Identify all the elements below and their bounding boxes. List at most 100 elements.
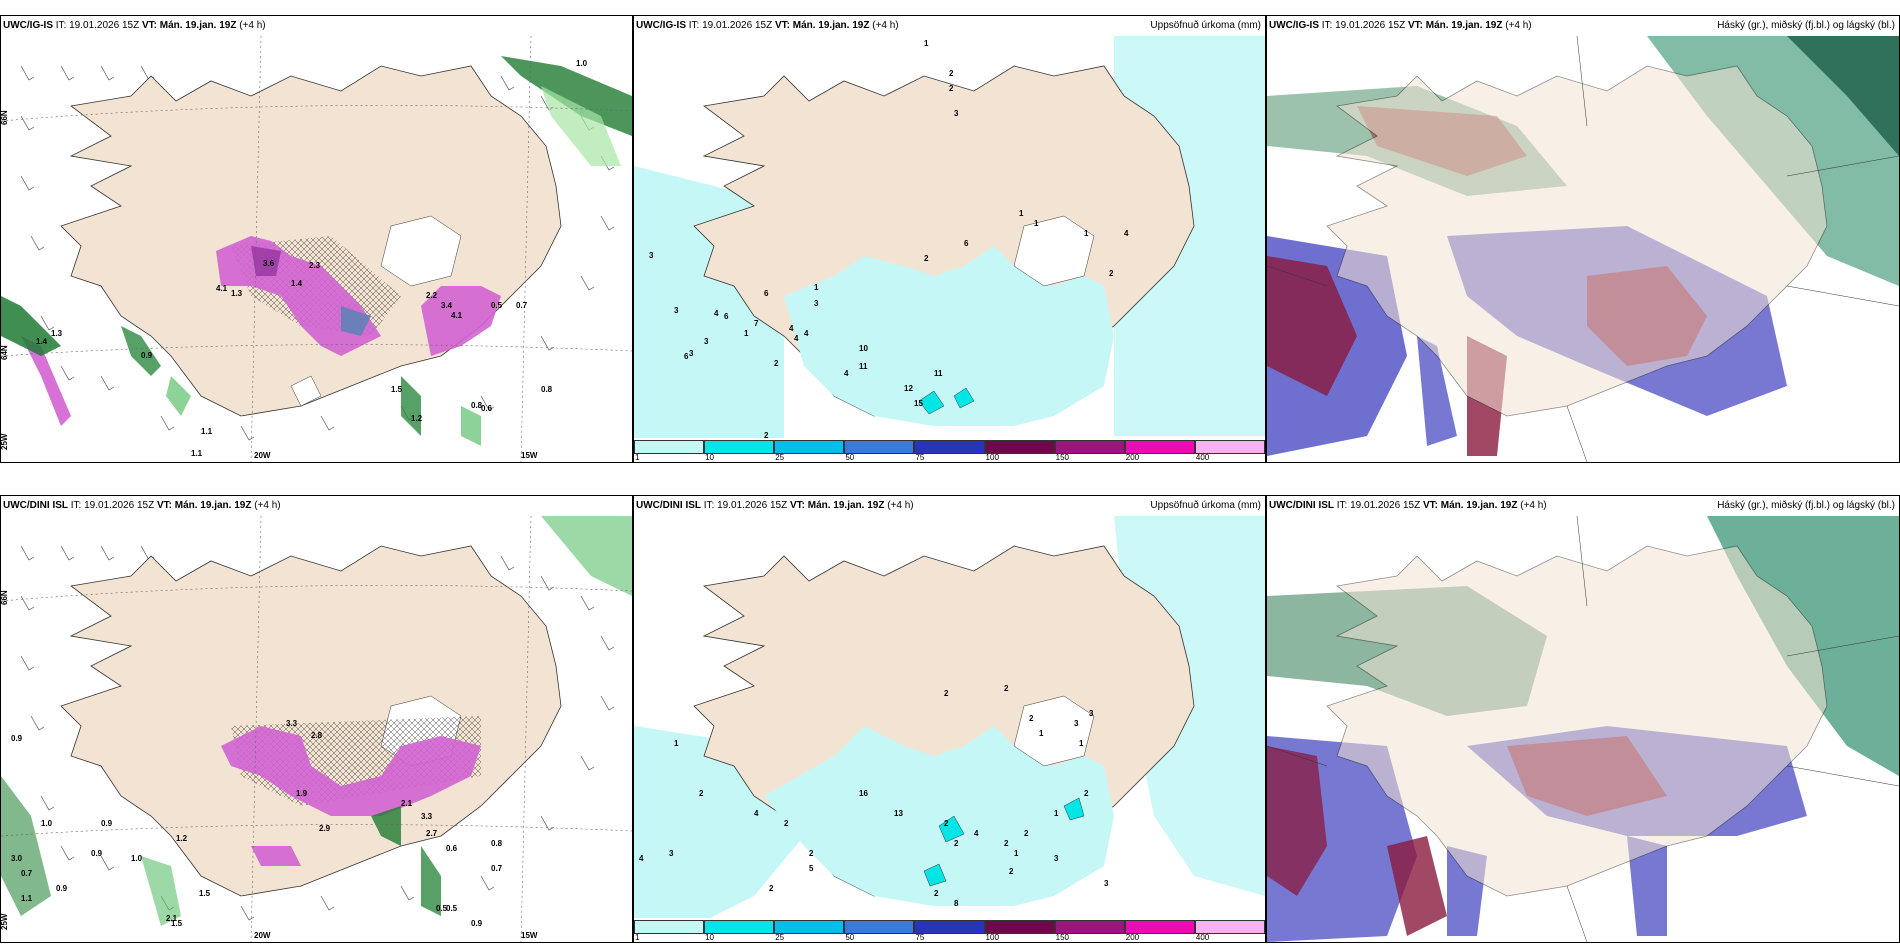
legend-label: 10 bbox=[705, 933, 715, 942]
value-label: 11 bbox=[859, 362, 868, 371]
value-label: 0.7 bbox=[21, 869, 33, 878]
panel-header: UWC/IG-IS IT: 19.01.2026 15Z VT: Mán. 19… bbox=[1, 16, 632, 36]
value-label: 0.9 bbox=[141, 351, 153, 360]
value-label: 0.9 bbox=[56, 884, 68, 893]
value-label: 3 bbox=[1074, 719, 1079, 728]
value-label: 4 bbox=[639, 854, 644, 863]
value-label: 1 bbox=[814, 283, 819, 292]
value-label: 2 bbox=[934, 889, 939, 898]
vt-label: VT: bbox=[156, 500, 172, 511]
cloud-map bbox=[1267, 36, 1899, 462]
value-label: 13 bbox=[894, 809, 903, 818]
value-label: 3 bbox=[1104, 879, 1109, 888]
vt-value: Mán. 19.jan. 19Z bbox=[1425, 20, 1503, 31]
value-label: 4.1 bbox=[216, 284, 228, 293]
value-label: 2.8 bbox=[311, 731, 323, 740]
legend-swatch bbox=[984, 440, 1055, 454]
value-label: 1 bbox=[1019, 209, 1024, 218]
value-label: 1 bbox=[1084, 229, 1089, 238]
value-label: 3.0 bbox=[11, 854, 23, 863]
value-label: 3.6 bbox=[263, 259, 275, 268]
legend-label: 25 bbox=[775, 933, 785, 942]
value-label: 1 bbox=[1014, 849, 1019, 858]
value-label: 6 bbox=[684, 352, 689, 361]
legend-label: 100 bbox=[985, 453, 999, 462]
wind-map: 66N 64N 20W 15W 25W 3.6 2.31.44.11.3 2.23.… bbox=[1, 36, 632, 462]
value-label: 7 bbox=[754, 319, 759, 328]
legend-swatch bbox=[1194, 920, 1265, 934]
value-label: 2 bbox=[1084, 789, 1089, 798]
vt-value: Mán. 19.jan. 19Z bbox=[792, 20, 870, 31]
value-label: 0.8 bbox=[491, 839, 503, 848]
model-name: UWC/IG-IS bbox=[3, 20, 53, 31]
value-label: 2 bbox=[1004, 684, 1009, 693]
value-label: 5 bbox=[809, 864, 814, 873]
legend-swatch bbox=[774, 920, 845, 934]
value-label: 0.9 bbox=[11, 734, 23, 743]
legend-swatch bbox=[1194, 440, 1265, 454]
value-label: 4 bbox=[789, 324, 794, 333]
value-label: 2 bbox=[944, 819, 949, 828]
precip-legend: 1 10 25 50 75 100 150 200 400 bbox=[634, 918, 1265, 942]
value-label: 1.1 bbox=[201, 427, 213, 436]
legend-label: 10 bbox=[705, 453, 715, 462]
lon-20-label: 20W bbox=[254, 931, 271, 940]
panel-top-clouds: UWC/IG-IS IT: 19.01.2026 15Z VT: Mán. 19… bbox=[1266, 15, 1900, 463]
value-label: 1 bbox=[1054, 809, 1059, 818]
lead-time: (+4 h) bbox=[254, 500, 281, 511]
value-label: 4 bbox=[974, 829, 979, 838]
value-label: 2 bbox=[699, 789, 704, 798]
precip-light bbox=[764, 726, 1114, 906]
legend-label: 100 bbox=[985, 933, 999, 942]
panel-header: UWC/IG-IS IT: 19.01.2026 15Z VT: Mán. 19… bbox=[634, 16, 1265, 36]
legend-swatch bbox=[704, 920, 775, 934]
value-label: 2.1 bbox=[166, 914, 178, 923]
it-value: 19.01.2026 15Z bbox=[1335, 20, 1406, 31]
panel-header: UWC/DINI ISL IT: 19.01.2026 15Z VT: Mán.… bbox=[1, 496, 632, 516]
lead-time: (+4 h) bbox=[887, 500, 914, 511]
value-label: 1.0 bbox=[131, 854, 143, 863]
value-label: 6 bbox=[764, 289, 769, 298]
vt-value: Mán. 19.jan. 19Z bbox=[174, 500, 252, 511]
value-label: 2 bbox=[949, 69, 954, 78]
panel-top-wind: UWC/IG-IS IT: 19.01.2026 15Z VT: Mán. 19… bbox=[0, 15, 633, 463]
value-label: 0.7 bbox=[491, 864, 503, 873]
value-label: 3 bbox=[689, 349, 694, 358]
value-label: 3.3 bbox=[421, 812, 433, 821]
value-label: 0.9 bbox=[471, 919, 483, 928]
it-label: IT: bbox=[1336, 500, 1348, 511]
legend-label: 75 bbox=[915, 933, 925, 942]
value-label: 15 bbox=[914, 399, 923, 408]
value-label: 1.1 bbox=[191, 449, 203, 458]
legend-label: 50 bbox=[845, 453, 855, 462]
model-name: UWC/IG-IS bbox=[1269, 20, 1319, 31]
value-label: 12 bbox=[904, 384, 913, 393]
value-label: 2 bbox=[769, 884, 774, 893]
value-label: 0.8 bbox=[471, 401, 483, 410]
value-label: 2 bbox=[774, 359, 779, 368]
lon-15-label: 15W bbox=[521, 931, 538, 940]
vt-value: Mán. 19.jan. 19Z bbox=[159, 20, 237, 31]
value-label: 3.3 bbox=[286, 719, 298, 728]
value-label: 4 bbox=[754, 809, 759, 818]
value-label: 2 bbox=[1009, 867, 1014, 876]
cloud-map bbox=[1267, 516, 1899, 942]
value-label: 0.5 bbox=[436, 904, 448, 913]
lat-66-label: 66N bbox=[1, 110, 9, 125]
legend-label: 150 bbox=[1055, 933, 1070, 942]
legend-label: 50 bbox=[845, 933, 855, 942]
value-label: 10 bbox=[859, 344, 868, 353]
precip-green bbox=[1, 296, 61, 356]
lead-time: (+4 h) bbox=[872, 20, 899, 31]
value-label: 1.4 bbox=[291, 279, 303, 288]
value-label: 2 bbox=[764, 431, 769, 440]
value-label: 0.6 bbox=[446, 844, 458, 853]
value-label: 3 bbox=[1054, 854, 1059, 863]
value-label: 1.0 bbox=[576, 59, 588, 68]
value-label: 3 bbox=[669, 849, 674, 858]
legend-swatch bbox=[774, 440, 845, 454]
legend-swatch bbox=[1054, 440, 1125, 454]
legend-label: 400 bbox=[1195, 933, 1210, 942]
panel-title: Uppsöfnuð úrkoma (mm) bbox=[1150, 500, 1261, 511]
